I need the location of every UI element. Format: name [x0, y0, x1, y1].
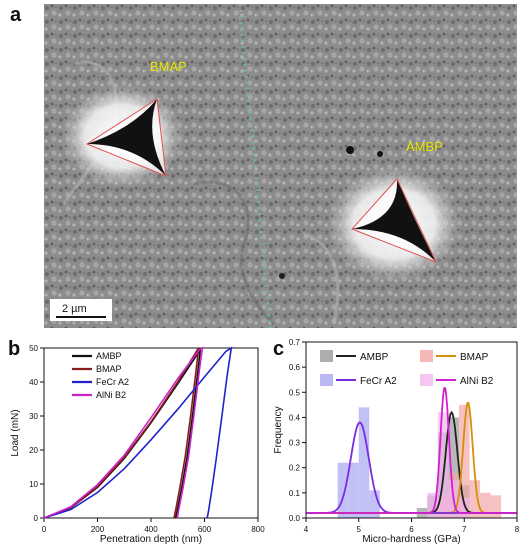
x-tick-label-c: 8: [515, 525, 520, 534]
panel-letter-b: b: [8, 338, 21, 360]
hist-bar-fecr-a2: [369, 490, 380, 518]
panel-letter-c: c: [273, 338, 285, 360]
legend-label-c: FeCr A2: [360, 376, 397, 387]
scale-bar-label: 2 µm: [62, 303, 87, 315]
plot-frame-b: [43, 347, 259, 519]
y-tick-label-c: 0.1: [289, 489, 301, 498]
legend-swatch-fill-c: [420, 350, 433, 362]
x-axis-label-c: Micro-hardness (GPa): [362, 534, 460, 545]
x-tick-label-c: 7: [462, 525, 467, 534]
x-tick-label-c: 5: [357, 525, 362, 534]
legend-label-c: BMAP: [460, 352, 489, 363]
y-tick-label-c: 0.5: [289, 388, 301, 397]
x-tick-label-b: 800: [251, 525, 265, 534]
hist-bar-fecr-a2: [358, 407, 370, 518]
y-tick-label-c: 0.7: [289, 338, 301, 347]
y-tick-label-b: 10: [29, 480, 38, 489]
x-tick-label-b: 400: [144, 525, 158, 534]
legend-label-c: AlNi B2: [460, 376, 494, 387]
y-tick-label-c: 0.6: [289, 363, 301, 372]
x-tick-label-c: 4: [304, 525, 309, 534]
indent-ambp: [326, 166, 462, 282]
load-depth-chart: 0 200 400 600 800 0 10 20 30 40 50 Penetration dept…: [10, 344, 265, 545]
y-tick-label-b: 0: [34, 514, 39, 523]
scale-bar-box: [50, 299, 112, 321]
hist-bar-fecr-a2: [348, 462, 359, 518]
legend-label-c: AMBP: [360, 352, 389, 363]
hardness-histogram-chart: 4 5 6 7 8 0.0 0.1 0.2 0.3 0.4 0.5 0.6 0.7 Micro-hardn…: [273, 338, 520, 545]
legend-swatch-fill-c: [320, 374, 333, 386]
micrograph-image: BMAP AMBP 2 µm: [44, 4, 517, 328]
panel-letter-a: a: [10, 4, 22, 26]
series-line-ambp: [43, 347, 202, 519]
legend-label-b: AlNi B2: [96, 390, 126, 400]
label-ambp: AMBP: [406, 139, 443, 154]
plot-frame-c: [305, 341, 518, 519]
legend-label-b: FeCr A2: [96, 377, 129, 387]
y-tick-label-c: 0.4: [289, 413, 301, 422]
hist-bar-bmap: [480, 492, 491, 518]
y-tick-label-c: 0.2: [289, 464, 301, 473]
y-axis-label-b: Load (mN): [10, 409, 21, 456]
legend-swatch-fill-c: [320, 350, 333, 362]
series-line-alni-b2: [43, 346, 204, 519]
hist-bar-bmap: [458, 404, 470, 518]
hist-bar-bmap: [469, 480, 481, 518]
label-bmap: BMAP: [150, 59, 187, 74]
legend-swatch-fill-c: [420, 374, 433, 386]
x-tick-label-b: 200: [91, 525, 105, 534]
fit-curve-alni-b2: [306, 387, 517, 514]
hist-bar-ambp: [448, 417, 459, 518]
series-line-bmap: [43, 347, 200, 519]
y-tick-label-b: 20: [29, 446, 38, 455]
hist-bar-alni-b2: [458, 497, 470, 518]
x-tick-label-b: 0: [42, 525, 47, 534]
y-tick-label-c: 0.3: [289, 439, 301, 448]
hist-bar-fecr-a2: [337, 462, 349, 518]
indent-bmap: [60, 84, 184, 188]
hist-bar-alni-b2: [437, 412, 449, 518]
y-axis-label-c: Frequency: [273, 406, 284, 453]
legend-label-b: AMBP: [96, 351, 122, 361]
series-line-fecr-a2: [43, 346, 233, 519]
x-tick-label-c: 6: [409, 525, 414, 534]
y-tick-label-b: 40: [29, 378, 38, 387]
x-tick-label-b: 600: [198, 525, 212, 534]
y-tick-label-c: 0.0: [289, 514, 301, 523]
legend-label-b: BMAP: [96, 364, 122, 374]
x-axis-label-b: Penetration depth (nm): [100, 534, 202, 545]
hist-bar-bmap: [490, 495, 502, 518]
y-tick-label-b: 30: [29, 412, 38, 421]
y-tick-label-b: 50: [29, 344, 38, 353]
hist-bar-alni-b2: [427, 492, 438, 518]
